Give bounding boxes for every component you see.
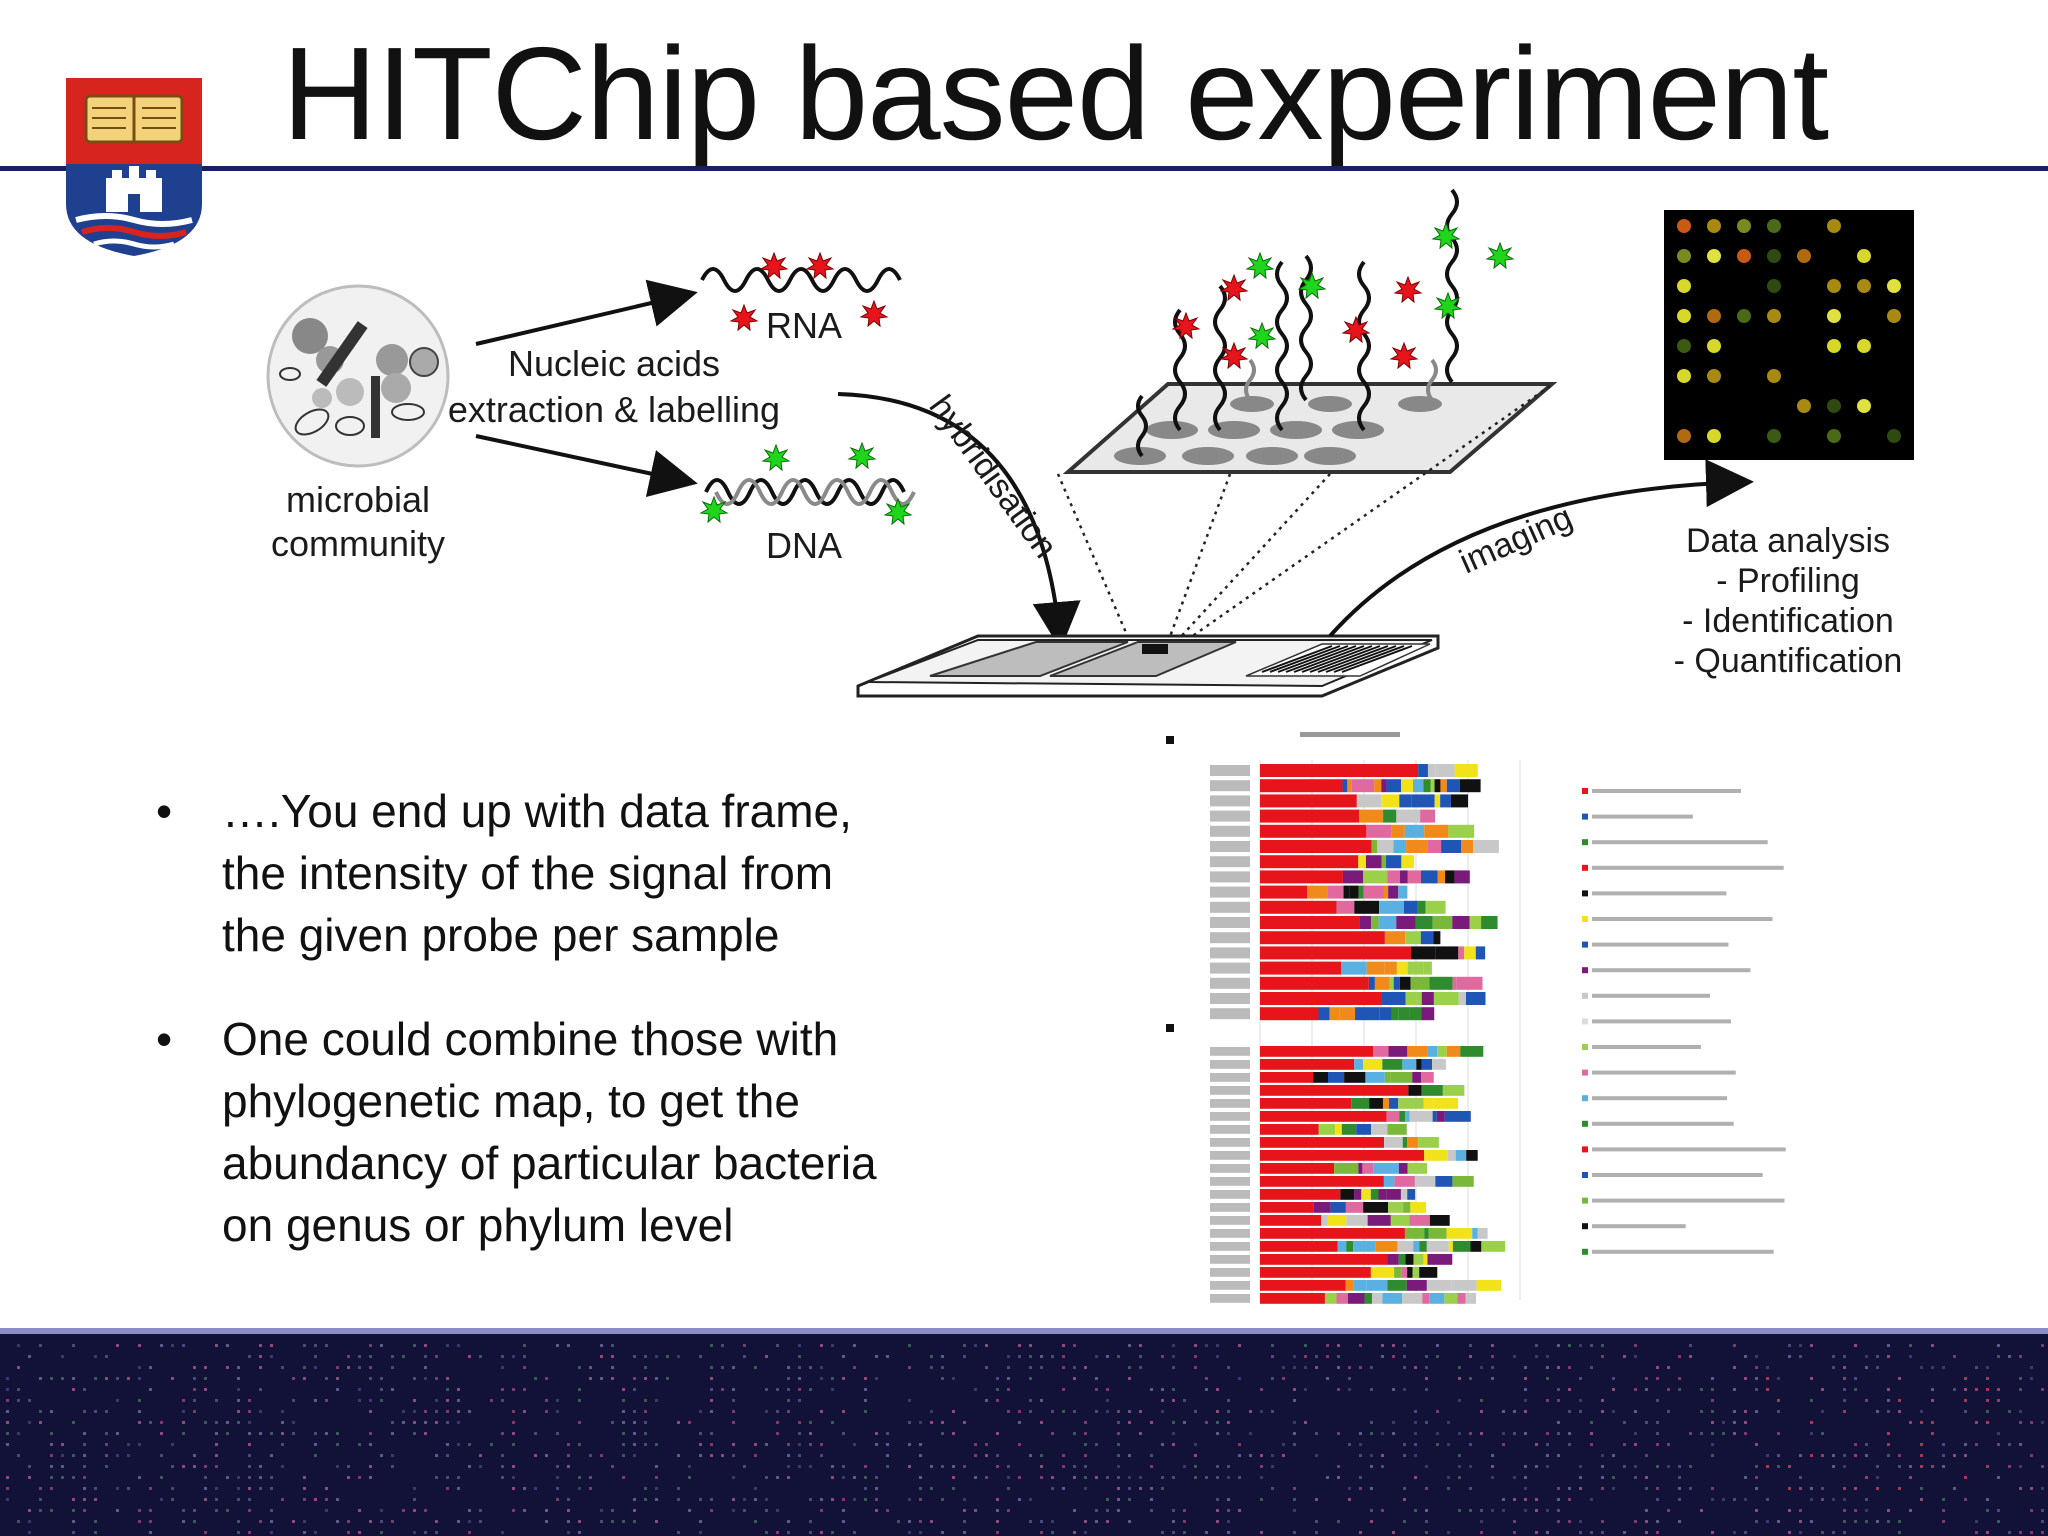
array-spot [1827,429,1841,443]
array-spot [1827,309,1841,323]
array-spot [1797,399,1811,413]
rna-strand [700,252,902,331]
footer-microarray-band [0,1328,2048,1536]
bullet-text-line: One could combine those with [222,1013,839,1065]
array-spot [1707,339,1721,353]
array-spot [1767,309,1781,323]
array-spot [1857,249,1871,263]
bullet-item: • ….You end up with data frame, the inte… [150,780,1050,966]
arrow-to-rna [475,279,698,346]
array-spot [1737,219,1751,233]
dna-strand [700,442,916,525]
university-crest-logo [66,78,202,256]
bullet-text-line: phylogenetic map, to get the [222,1075,800,1127]
title-divider [0,166,2048,171]
bullet-item: • One could combine those with phylogene… [150,1008,1050,1256]
rna-label: RNA [766,305,842,346]
imaging-label: imaging [1454,498,1578,581]
array-spot [1827,399,1841,413]
hybridisation-label: hybridisation [922,388,1065,565]
hitchip-workflow-diagram: microbial community Nucleic acids extrac… [266,188,1914,698]
array-spot [1767,369,1781,383]
array-spot [1707,369,1721,383]
microbial-community-illustration [266,284,450,468]
array-spot [1797,249,1811,263]
array-spot [1827,219,1841,233]
array-spot [1707,429,1721,443]
array-spot [1827,339,1841,353]
imaging-arrow [1328,459,1754,638]
bullet-marker: • [156,785,173,837]
array-closeup-panel [1062,188,1558,474]
bullet-text-line: abundancy of particular bacteria [222,1137,877,1189]
array-spot [1767,249,1781,263]
array-spot [1857,339,1871,353]
array-spot [1767,279,1781,293]
array-spot [1887,309,1901,323]
array-spot [1677,219,1691,233]
slide-title: HITChip based experiment [282,20,1829,167]
data-analysis-item-profiling: - Profiling [1716,562,1860,600]
microbial-label-line2: community [271,523,445,564]
bullet-marker: • [156,1013,173,1065]
bullet-text-line: on genus or phylum level [222,1199,734,1251]
array-spot [1737,249,1751,263]
array-spot [1677,339,1691,353]
array-spot [1737,309,1751,323]
array-spot [1767,219,1781,233]
data-analysis-item-quantification: - Quantification [1674,642,1903,680]
array-spot [1707,219,1721,233]
microbial-label-line1: microbial [286,479,430,520]
bullet-list: • ….You end up with data frame, the inte… [150,780,1050,1298]
extraction-label-line2: extraction & labelling [448,389,780,430]
data-analysis-title: Data analysis [1686,522,1890,560]
array-spot [1767,429,1781,443]
array-spot [1677,429,1691,443]
array-spot [1887,279,1901,293]
array-spot [1827,279,1841,293]
scanned-array-image [1664,210,1914,460]
zoom-guide-lines [1056,384,1551,644]
bullet-text-line: ….You end up with data frame, [222,785,852,837]
array-spot [1857,399,1871,413]
microarray-slide [856,634,1440,698]
bullet-text-line: the given probe per sample [222,909,780,961]
dna-label: DNA [766,525,842,566]
array-spot [1887,429,1901,443]
arrow-to-dna [475,434,698,498]
array-spot [1677,369,1691,383]
hybridisation-arrow [837,392,1081,650]
array-spot [1677,249,1691,263]
array-spot [1857,279,1871,293]
array-spot [1707,309,1721,323]
array-spot [1677,279,1691,293]
array-spot [1707,249,1721,263]
bullet-text-line: the intensity of the signal from [222,847,834,899]
stacked-bar-figure-image [1160,720,1800,1310]
data-analysis-item-identification: - Identification [1682,602,1894,640]
extraction-label-line1: Nucleic acids [508,343,720,384]
array-spot [1677,309,1691,323]
